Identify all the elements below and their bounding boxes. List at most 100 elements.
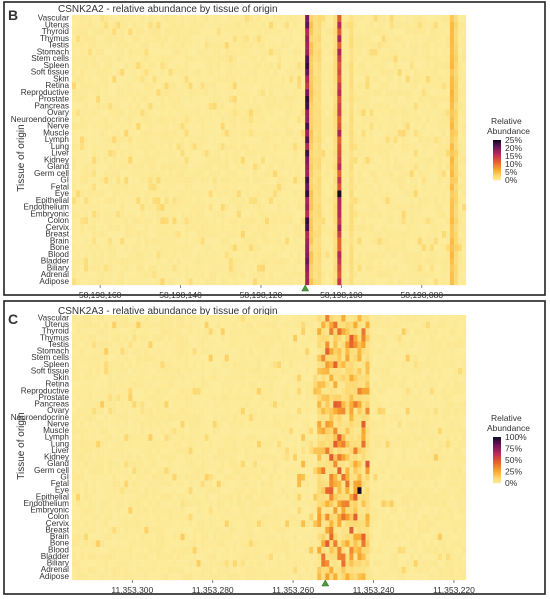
heatmap-cell — [305, 183, 310, 191]
heatmap-cell — [184, 237, 189, 245]
heatmap-cell — [313, 183, 318, 191]
heatmap-cell — [453, 197, 459, 205]
heatmap-cell — [136, 348, 141, 355]
heatmap-cell — [461, 15, 467, 22]
heatmap-cell — [353, 197, 358, 205]
heatmap-cell — [449, 210, 455, 218]
heatmap-cell — [148, 374, 153, 382]
heatmap-cell — [148, 315, 153, 322]
heatmap-cell — [184, 258, 189, 265]
heatmap-cell — [124, 334, 129, 342]
heatmap-cell — [244, 271, 250, 279]
heatmap-cell — [108, 368, 113, 375]
heatmap-cell — [413, 224, 418, 232]
heatmap-cell — [76, 156, 81, 164]
heatmap-cell — [144, 89, 149, 97]
heatmap-cell — [313, 258, 318, 265]
legend-swatch — [493, 152, 501, 154]
heatmap-cell — [393, 129, 398, 137]
heatmap-cell — [252, 75, 258, 83]
heatmap-cell — [196, 62, 201, 70]
heatmap-cell — [136, 401, 141, 408]
heatmap-cell — [124, 210, 129, 218]
heatmap-cell — [76, 573, 81, 581]
heatmap-cell — [200, 62, 205, 70]
heatmap-cell — [184, 136, 189, 144]
heatmap-cell — [256, 237, 262, 245]
heatmap-cell — [176, 197, 181, 205]
heatmap-cell — [112, 520, 117, 528]
heatmap-cell — [457, 190, 463, 198]
heatmap-cell — [100, 500, 105, 508]
heatmap-cell — [164, 217, 169, 225]
heatmap-cell — [200, 116, 205, 124]
heatmap-cell — [393, 21, 398, 29]
heatmap-cell — [260, 204, 266, 211]
heatmap-cell — [72, 487, 77, 495]
heatmap-cell — [184, 190, 189, 198]
heatmap-cell — [389, 75, 394, 83]
heatmap-cell — [357, 123, 362, 130]
heatmap-cell — [317, 170, 322, 178]
heatmap-cell — [168, 96, 173, 103]
heatmap-cell — [409, 35, 414, 43]
heatmap-cell — [204, 231, 209, 238]
heatmap-cell — [100, 217, 105, 225]
heatmap-cell — [417, 75, 422, 83]
heatmap-cell — [96, 237, 101, 245]
heatmap-cell — [337, 264, 342, 272]
heatmap-cell — [248, 96, 254, 103]
heatmap-cell — [164, 540, 169, 548]
heatmap-cell — [301, 190, 306, 198]
heatmap-cell — [317, 224, 322, 232]
heatmap-cell — [232, 217, 237, 225]
heatmap-cell — [76, 454, 81, 461]
heatmap-cell — [148, 150, 153, 157]
heatmap-cell — [301, 271, 306, 279]
heatmap-c — [72, 315, 467, 581]
heatmap-cell — [84, 321, 89, 329]
heatmap-cell — [204, 82, 209, 90]
heatmap-cell — [232, 251, 237, 259]
heatmap-cell — [116, 163, 121, 171]
heatmap-cell — [333, 69, 338, 76]
heatmap-cell — [156, 427, 161, 435]
heatmap-cell — [277, 170, 282, 178]
heatmap-cell — [349, 150, 354, 157]
heatmap-cell — [148, 96, 153, 103]
heatmap-cell — [240, 251, 246, 259]
heatmap-cell — [96, 271, 101, 279]
heatmap-cell — [204, 170, 209, 178]
heatmap-cell — [449, 89, 455, 97]
heatmap-cell — [156, 116, 161, 124]
heatmap-cell — [148, 414, 153, 422]
heatmap-cell — [273, 264, 278, 272]
heatmap-cell — [317, 116, 322, 124]
heatmap-cell — [289, 62, 294, 70]
heatmap-cell — [164, 341, 169, 349]
heatmap-cell — [429, 62, 434, 70]
heatmap-cell — [216, 183, 221, 191]
heatmap-cell — [413, 237, 418, 245]
heatmap-cell — [437, 62, 443, 70]
heatmap-cell — [445, 204, 451, 211]
heatmap-cell — [160, 354, 165, 362]
heatmap-cell — [188, 75, 193, 83]
heatmap-cell — [361, 28, 366, 36]
legend-label: 5% — [505, 167, 518, 177]
tissue-label: Bladder — [41, 257, 69, 266]
heatmap-cell — [389, 264, 394, 272]
heatmap-cell — [297, 136, 302, 144]
heatmap-cell — [120, 321, 125, 329]
heatmap-cell — [413, 96, 418, 103]
heatmap-cell — [401, 69, 406, 76]
heatmap-cell — [104, 210, 109, 218]
heatmap-cell — [76, 258, 81, 265]
heatmap-cell — [76, 89, 81, 97]
heatmap-cell — [136, 150, 141, 157]
heatmap-cell — [148, 361, 153, 369]
heatmap-cell — [437, 129, 443, 137]
heatmap-cell — [421, 231, 426, 238]
heatmap-cell — [144, 401, 149, 408]
heatmap-cell — [188, 156, 193, 164]
